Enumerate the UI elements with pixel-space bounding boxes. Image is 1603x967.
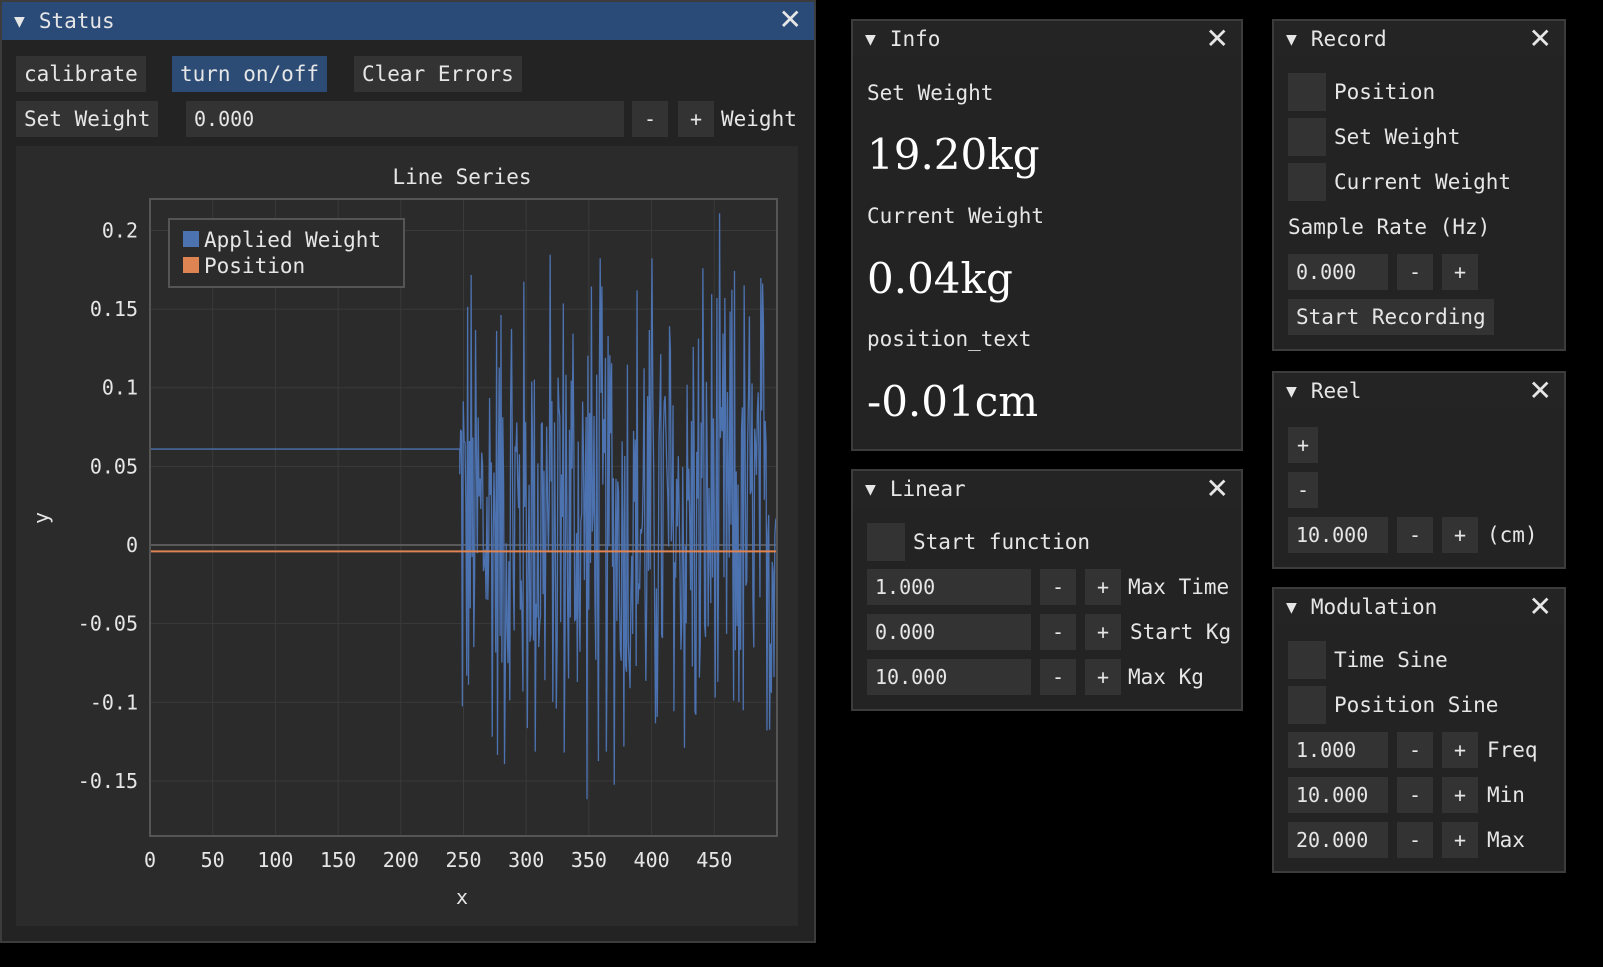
start-kg-label: Start Kg — [1130, 620, 1232, 644]
record-set-weight-checkbox[interactable] — [1288, 118, 1326, 156]
record-current-weight-checkbox[interactable] — [1288, 163, 1326, 201]
close-icon[interactable]: ✕ — [1528, 22, 1552, 55]
sample-rate-input[interactable]: 0.000 — [1288, 254, 1388, 290]
close-icon[interactable]: ✕ — [1528, 374, 1552, 407]
plot-background — [16, 146, 798, 926]
set-weight-button[interactable]: Set Weight — [16, 101, 159, 137]
collapse-triangle-icon[interactable]: ▼ — [14, 10, 25, 32]
reel-distance-input[interactable]: 10.000 — [1288, 517, 1388, 553]
max-time-decrement-button[interactable]: - — [1040, 569, 1076, 605]
window-title: Status — [38, 9, 115, 33]
clear-errors-button[interactable]: Clear Errors — [354, 56, 522, 92]
collapse-triangle-icon[interactable]: ▼ — [1286, 596, 1297, 618]
reel-up-button[interactable]: + — [1288, 427, 1318, 463]
close-icon[interactable]: ✕ — [1205, 472, 1229, 505]
max-kg-increment-button[interactable]: + — [1085, 659, 1121, 695]
min-input[interactable]: 10.000 — [1288, 777, 1388, 813]
weight-increment-button[interactable]: + — [678, 101, 714, 137]
freq-decrement-button[interactable]: - — [1397, 732, 1433, 768]
max-time-label: Max Time — [1128, 575, 1230, 599]
max-decrement-button[interactable]: - — [1397, 822, 1433, 858]
current-weight-label: Current Weight — [867, 204, 1045, 228]
close-icon[interactable]: ✕ — [1205, 22, 1229, 55]
reel-titlebar[interactable]: ▼ Reel ✕ — [1274, 373, 1564, 409]
start-kg-decrement-button[interactable]: - — [1040, 614, 1076, 650]
record-titlebar[interactable]: ▼ Record ✕ — [1274, 21, 1564, 57]
position-value: -0.01cm — [867, 377, 1039, 426]
info-window: ▼ Info ✕ Set Weight 19.20kg Current Weig… — [851, 19, 1243, 451]
start-function-checkbox[interactable] — [867, 523, 905, 561]
status-titlebar[interactable]: ▼ Status ✕ — [2, 2, 814, 40]
reel-distance-decrement-button[interactable]: - — [1397, 517, 1433, 553]
reel-window: ▼ Reel ✕ + - 10.000 - + (cm) — [1272, 371, 1566, 569]
min-decrement-button[interactable]: - — [1397, 777, 1433, 813]
reel-distance-increment-button[interactable]: + — [1442, 517, 1478, 553]
set-weight-label: Set Weight — [867, 81, 994, 105]
modulation-window: ▼ Modulation ✕ Time Sine Position Sine 1… — [1272, 587, 1566, 873]
record-current-weight-label: Current Weight — [1334, 170, 1512, 194]
max-label: Max — [1487, 828, 1525, 852]
time-sine-label: Time Sine — [1334, 648, 1448, 672]
max-time-input[interactable]: 1.000 — [867, 569, 1031, 605]
record-position-label: Position — [1334, 80, 1436, 104]
start-kg-increment-button[interactable]: + — [1085, 614, 1121, 650]
record-window: ▼ Record ✕ Position Set Weight Current W… — [1272, 19, 1566, 351]
max-kg-label: Max Kg — [1128, 665, 1204, 689]
start-function-label: Start function — [913, 530, 1091, 554]
position-sine-label: Position Sine — [1334, 693, 1499, 717]
modulation-titlebar[interactable]: ▼ Modulation ✕ — [1274, 589, 1564, 625]
max-input[interactable]: 20.000 — [1288, 822, 1388, 858]
reel-unit-label: (cm) — [1487, 523, 1538, 547]
collapse-triangle-icon[interactable]: ▼ — [865, 28, 876, 50]
start-recording-button[interactable]: Start Recording — [1288, 299, 1494, 335]
freq-label: Freq — [1487, 738, 1538, 762]
window-title: Record — [1310, 27, 1387, 51]
turn-on-off-button[interactable]: turn on/off — [172, 56, 328, 92]
window-title: Reel — [1310, 379, 1362, 403]
info-titlebar[interactable]: ▼ Info ✕ — [853, 21, 1241, 57]
collapse-triangle-icon[interactable]: ▼ — [1286, 28, 1297, 50]
window-title: Linear — [889, 477, 966, 501]
collapse-triangle-icon[interactable]: ▼ — [1286, 380, 1297, 402]
sample-rate-decrement-button[interactable]: - — [1397, 254, 1433, 290]
linear-window: ▼ Linear ✕ Start function 1.000 - + Max … — [851, 469, 1243, 711]
freq-input[interactable]: 1.000 — [1288, 732, 1388, 768]
current-weight-value: 0.04kg — [867, 254, 1013, 303]
record-position-checkbox[interactable] — [1288, 73, 1326, 111]
calibrate-button[interactable]: calibrate — [16, 56, 146, 92]
collapse-triangle-icon[interactable]: ▼ — [865, 478, 876, 500]
position-sine-checkbox[interactable] — [1288, 686, 1326, 724]
window-title: Modulation — [1310, 595, 1438, 619]
time-sine-checkbox[interactable] — [1288, 641, 1326, 679]
sample-rate-label: Sample Rate (Hz) — [1288, 215, 1491, 239]
sample-rate-increment-button[interactable]: + — [1442, 254, 1478, 290]
max-kg-decrement-button[interactable]: - — [1040, 659, 1076, 695]
max-increment-button[interactable]: + — [1442, 822, 1478, 858]
weight-label: Weight — [721, 107, 797, 131]
start-kg-input[interactable]: 0.000 — [867, 614, 1031, 650]
max-kg-input[interactable]: 10.000 — [867, 659, 1031, 695]
set-weight-value: 19.20kg — [867, 130, 1040, 179]
min-increment-button[interactable]: + — [1442, 777, 1478, 813]
reel-down-button[interactable]: - — [1288, 472, 1318, 508]
close-icon[interactable]: ✕ — [1528, 590, 1552, 623]
weight-input[interactable]: 0.000 — [186, 101, 624, 137]
position-label: position_text — [867, 327, 1032, 351]
close-icon[interactable]: ✕ — [778, 3, 802, 36]
window-title: Info — [889, 27, 941, 51]
min-label: Min — [1487, 783, 1525, 807]
freq-increment-button[interactable]: + — [1442, 732, 1478, 768]
record-set-weight-label: Set Weight — [1334, 125, 1461, 149]
max-time-increment-button[interactable]: + — [1085, 569, 1121, 605]
weight-decrement-button[interactable]: - — [632, 101, 668, 137]
linear-titlebar[interactable]: ▼ Linear ✕ — [853, 471, 1241, 507]
